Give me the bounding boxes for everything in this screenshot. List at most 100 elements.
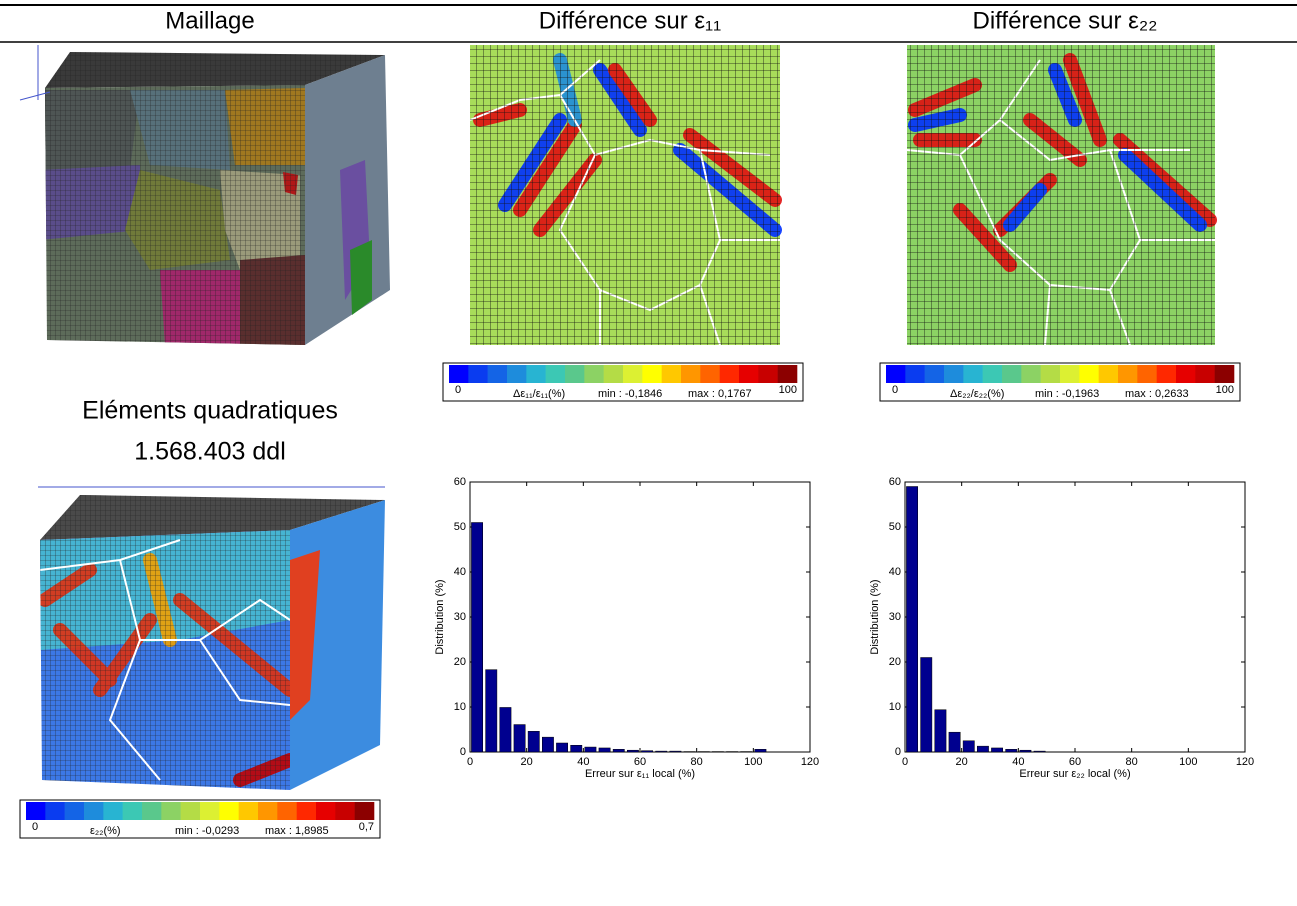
colorbar-min: 0	[455, 384, 461, 396]
y-axis-label: Distribution (%)	[869, 579, 881, 654]
y-tick-label: 0	[460, 746, 466, 758]
colorbar-swatch	[1118, 365, 1138, 383]
bar	[754, 749, 767, 753]
colorbar-max: 100	[779, 384, 797, 396]
colorbar-swatch	[584, 365, 604, 383]
colorbar-swatch	[354, 802, 375, 820]
colorbar-swatch	[700, 365, 720, 383]
bar	[499, 707, 512, 753]
colorbar-swatch	[1214, 365, 1235, 383]
colorbar-swatch	[449, 365, 469, 383]
colorbar-swatch	[565, 365, 585, 383]
mesh-cube-shape-shape	[45, 85, 305, 345]
colorbar-swatch	[1156, 365, 1177, 383]
bar	[962, 740, 975, 753]
colorbar-quantity: Δε₁₁/ε₁₁(%)	[513, 388, 565, 400]
y-tick-label: 50	[454, 521, 466, 533]
bar	[570, 745, 583, 753]
colorbar-max-value: max : 1,8985	[265, 825, 329, 837]
x-tick-label: 40	[1012, 756, 1024, 768]
column-header: Maillage	[165, 7, 254, 34]
colorbar-swatch	[161, 802, 181, 820]
colorbar-max-value: max : 0,2633	[1125, 388, 1189, 400]
colorbar-swatch	[277, 802, 297, 820]
x-tick-label: 60	[1069, 756, 1081, 768]
colorbar-swatch	[603, 365, 624, 383]
colorbar-swatch	[681, 365, 701, 383]
colorbar-min-value: min : -0,1846	[598, 388, 662, 400]
y-tick-label: 10	[889, 701, 901, 713]
colorbar-swatch	[26, 802, 46, 820]
colorbar-swatch	[982, 365, 1003, 383]
plot-frame	[904, 481, 1246, 753]
x-tick-label: 120	[801, 756, 819, 768]
x-tick-label: 100	[1179, 756, 1197, 768]
colorbar-swatch	[487, 365, 508, 383]
bar	[669, 750, 682, 753]
bar	[948, 731, 961, 753]
colorbar-swatch	[122, 802, 143, 820]
difference-map	[469, 45, 782, 346]
mesh-cube-shape	[45, 52, 385, 88]
plot-frame	[469, 481, 811, 753]
x-tick-label: 20	[956, 756, 968, 768]
difference-map	[906, 45, 1217, 346]
bar	[641, 750, 654, 753]
colorbar-max: 100	[1216, 384, 1234, 396]
y-tick-label: 20	[454, 656, 466, 668]
colorbar-swatch	[777, 365, 798, 383]
colorbar-swatch	[296, 802, 317, 820]
mesh-label: Eléments quadratiques	[82, 397, 338, 425]
x-tick-label: 60	[634, 756, 646, 768]
y-axis-label: Distribution (%)	[434, 579, 446, 654]
colorbar-min-value: min : -0,1963	[1035, 388, 1099, 400]
mesh-cube-shape	[19, 91, 51, 101]
colorbar-swatch	[84, 802, 104, 820]
mesh-cube-shape	[45, 85, 305, 345]
strain-cube	[38, 486, 385, 790]
colorbar-swatch	[905, 365, 925, 383]
x-axis-label: Erreur sur ε₂₂ local (%)	[1019, 768, 1130, 780]
colorbar-swatch	[623, 365, 643, 383]
bar	[1033, 750, 1046, 753]
colorbar-swatch	[886, 365, 906, 383]
bar	[627, 749, 639, 753]
y-tick-label: 30	[889, 611, 901, 623]
y-tick-label: 20	[889, 656, 901, 668]
strain-cube-shape-shape	[40, 539, 290, 781]
colorbar-min: 0	[32, 821, 38, 833]
x-tick-label: 80	[691, 756, 703, 768]
colorbar-swatch	[1021, 365, 1041, 383]
x-axis-label: Erreur sur ε₁₁ local (%)	[585, 768, 695, 780]
x-tick-label: 0	[467, 756, 473, 768]
mesh-cube	[19, 45, 390, 345]
colorbar-swatch	[316, 802, 336, 820]
bar	[977, 745, 989, 753]
x-tick-label: 20	[521, 756, 533, 768]
x-tick-label: 80	[1126, 756, 1138, 768]
bar	[485, 669, 498, 753]
colorbar-swatch	[258, 802, 278, 820]
bar	[991, 747, 1004, 753]
colorbar-swatch	[526, 365, 546, 383]
colorbar-quantity: Δε₂₂/ε₂₂(%)	[950, 388, 1004, 400]
colorbar-swatch	[1137, 365, 1157, 383]
y-tick-label: 50	[889, 521, 901, 533]
colorbar-swatch	[45, 802, 65, 820]
colorbar-swatch	[507, 365, 527, 383]
colorbar-swatch	[1176, 365, 1196, 383]
strain-cube-shape	[40, 530, 290, 790]
y-tick-label: 40	[889, 566, 901, 578]
colorbar-max-value: max : 0,1767	[688, 388, 752, 400]
colorbar-max: 0,7	[359, 821, 374, 833]
colorbar-swatch	[219, 802, 239, 820]
colorbar-swatch	[661, 365, 682, 383]
strain-cube-shape-shape	[40, 530, 290, 790]
colorbar-swatch	[1002, 365, 1022, 383]
bar	[556, 742, 569, 753]
bar	[906, 486, 919, 753]
colorbar-min: 0	[892, 384, 898, 396]
